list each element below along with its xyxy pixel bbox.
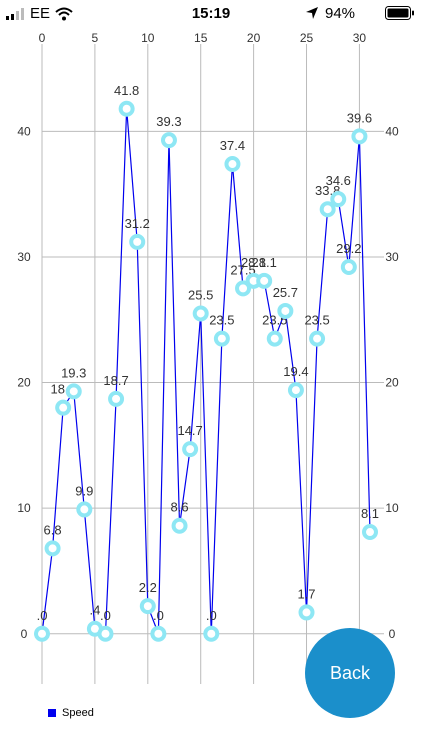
data-point — [160, 132, 177, 149]
y-tick-label-left: 20 — [17, 376, 31, 390]
y-tick-label-left: 10 — [17, 501, 31, 515]
data-label: 1.7 — [297, 586, 315, 601]
battery-icon — [385, 6, 414, 20]
data-point — [108, 390, 125, 407]
data-label: 8.1 — [361, 506, 379, 521]
data-point — [256, 272, 273, 289]
data-point — [182, 441, 199, 458]
data-point — [34, 625, 50, 642]
data-label: .0 — [153, 608, 164, 623]
y-tick-label-left: 40 — [17, 124, 31, 138]
data-label: 18.7 — [103, 373, 128, 388]
x-tick-label: 25 — [300, 31, 314, 45]
data-point — [171, 517, 188, 534]
status-bar: EE 15:19 94% — [0, 0, 422, 28]
data-point — [277, 302, 294, 319]
data-point — [97, 625, 114, 642]
data-point — [203, 625, 220, 642]
carrier-label: EE — [30, 5, 51, 22]
data-label: 19.3 — [61, 365, 86, 380]
y-tick-label-right: 0 — [389, 627, 396, 641]
data-label: 6.8 — [44, 522, 62, 537]
data-label: 39.6 — [347, 110, 372, 125]
y-tick-label-right: 10 — [385, 501, 399, 515]
data-label: 8.6 — [171, 500, 189, 515]
data-point — [298, 604, 315, 621]
data-label: 25.5 — [188, 287, 213, 302]
data-label: 28.1 — [241, 255, 266, 270]
data-label: 25.7 — [273, 285, 298, 300]
y-tick-label-right: 30 — [385, 250, 399, 264]
legend-label: Speed — [62, 707, 94, 719]
x-tick-label: 15 — [194, 31, 208, 45]
x-tick-label: 30 — [353, 31, 367, 45]
y-tick-label-right: 40 — [385, 124, 399, 138]
y-tick-label-left: 30 — [17, 250, 31, 264]
data-label: 41.8 — [114, 83, 139, 98]
legend-swatch — [48, 709, 56, 717]
data-point — [309, 330, 326, 347]
data-point — [266, 330, 283, 347]
data-point — [224, 156, 241, 173]
data-label: 29.2 — [336, 241, 361, 256]
data-label: .0 — [100, 608, 111, 623]
x-tick-label: 0 — [39, 31, 46, 45]
battery-percent: 94% — [325, 5, 356, 22]
x-tick-label: 5 — [92, 31, 99, 45]
data-point — [192, 305, 209, 322]
location-arrow-icon — [306, 7, 318, 19]
data-point — [55, 399, 72, 416]
data-label: 28.1 — [252, 255, 277, 270]
data-label: 23.5 — [209, 313, 234, 328]
data-label: .0 — [206, 608, 217, 623]
data-label: 39.3 — [156, 114, 181, 129]
data-label: 14.7 — [177, 423, 202, 438]
y-tick-label-left: 0 — [21, 627, 28, 641]
data-point — [287, 382, 304, 399]
data-point — [44, 540, 61, 557]
data-label: 34.6 — [326, 173, 351, 188]
data-point — [235, 280, 252, 297]
legend: Speed — [48, 707, 94, 719]
data-point — [76, 501, 93, 518]
data-point — [65, 383, 82, 400]
x-tick-label: 20 — [247, 31, 261, 45]
data-label: 23.5 — [304, 313, 329, 328]
data-point — [139, 598, 156, 615]
data-point — [150, 625, 167, 642]
data-point — [118, 100, 135, 117]
data-label: .4 — [89, 603, 100, 618]
data-label: .0 — [37, 608, 48, 623]
y-tick-label-right: 20 — [385, 376, 399, 390]
data-label: 19.4 — [283, 364, 308, 379]
data-point — [330, 191, 347, 208]
data-point — [351, 128, 368, 145]
data-label: 2.2 — [139, 580, 157, 595]
data-point — [340, 259, 357, 276]
signal-icon — [6, 8, 24, 20]
data-label: 9.9 — [75, 483, 93, 498]
data-point — [362, 524, 378, 541]
data-point — [129, 233, 146, 250]
data-point — [213, 330, 230, 347]
status-time: 15:19 — [191, 5, 231, 22]
data-point — [319, 201, 336, 218]
data-label: 37.4 — [220, 138, 245, 153]
wifi-icon — [55, 7, 73, 21]
data-label: 31.2 — [125, 216, 150, 231]
back-button[interactable]: Back — [305, 628, 395, 718]
x-tick-label: 10 — [141, 31, 155, 45]
data-label: 27.5 — [230, 262, 255, 277]
